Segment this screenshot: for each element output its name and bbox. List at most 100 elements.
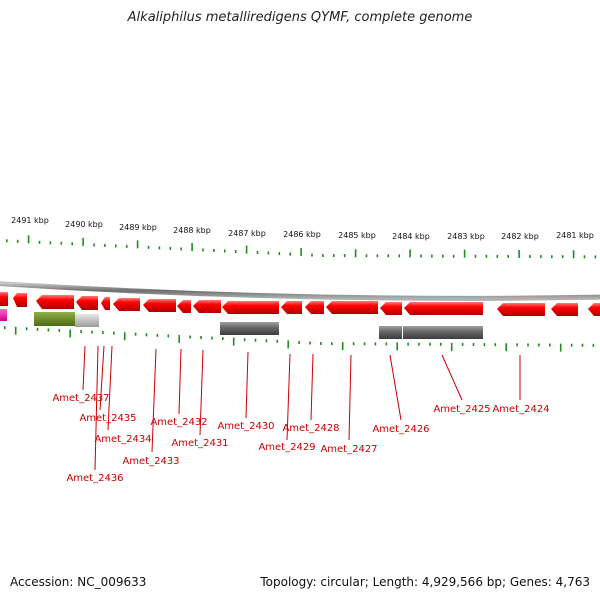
- scale-tick: [409, 249, 411, 258]
- scale-tick: [472, 343, 475, 346]
- scale-tick: [91, 330, 93, 334]
- scale-tick: [505, 343, 507, 352]
- gene-arrow[interactable]: [551, 303, 578, 316]
- gene-label[interactable]: Amet_2431: [171, 438, 228, 449]
- grey-feature[interactable]: [379, 326, 402, 339]
- gene-arrow[interactable]: [588, 303, 600, 316]
- gene-arrow[interactable]: [101, 297, 110, 310]
- gene-label[interactable]: Amet_2434: [94, 434, 151, 445]
- grey-feature[interactable]: [220, 322, 279, 335]
- gene-arrow[interactable]: [113, 298, 140, 311]
- scale-tick: [485, 254, 488, 258]
- scale-tick: [80, 330, 82, 333]
- scale-tick: [320, 342, 322, 345]
- gene-label[interactable]: Amet_2425: [433, 404, 490, 415]
- scale-tick: [156, 333, 159, 337]
- gene-arrow[interactable]: [143, 299, 176, 312]
- gene-label[interactable]: Amet_2433: [122, 456, 179, 467]
- scale-tick: [178, 334, 180, 343]
- scale-tick: [365, 254, 368, 258]
- olive-feature[interactable]: [34, 312, 75, 326]
- scale-tick: [559, 343, 562, 352]
- scale-tick: [429, 342, 431, 346]
- scale-tick: [354, 249, 357, 258]
- scale-tick: [442, 254, 444, 258]
- gene-arrow[interactable]: [13, 293, 27, 307]
- pink-feature[interactable]: [0, 309, 7, 321]
- scale-tick: [200, 336, 202, 339]
- callout-line: [245, 351, 249, 419]
- scale-tick: [145, 333, 148, 337]
- scale-tick: [147, 245, 150, 249]
- gene-label[interactable]: Amet_2432: [150, 417, 207, 428]
- gene-arrow[interactable]: [305, 301, 324, 314]
- scale-tick: [167, 334, 170, 338]
- scale-tick: [572, 250, 575, 259]
- scale-tick: [387, 254, 390, 258]
- gene-arrow[interactable]: [76, 296, 98, 310]
- grey-feature[interactable]: [403, 326, 483, 339]
- scale-tick: [374, 342, 377, 346]
- gene-arrow[interactable]: [326, 301, 378, 314]
- scale-tick: [16, 239, 19, 243]
- scale-tick: [125, 244, 128, 248]
- scale-tick: [254, 338, 257, 342]
- gene-label[interactable]: Amet_2428: [282, 423, 339, 434]
- scale-tick: [60, 241, 63, 245]
- gene-label[interactable]: Amet_2437: [52, 393, 109, 404]
- callout-line: [310, 353, 314, 421]
- scale-tick: [211, 336, 213, 340]
- scale-tick: [561, 255, 564, 259]
- scale-tick: [267, 251, 270, 255]
- gene-arrow[interactable]: [404, 302, 483, 315]
- scale-tick: [224, 249, 226, 253]
- callout-line: [389, 354, 402, 421]
- gene-arrow[interactable]: [497, 303, 545, 316]
- gene-label[interactable]: Amet_2424: [492, 404, 549, 415]
- gene-label[interactable]: Amet_2426: [372, 424, 429, 435]
- scale-tick: [418, 342, 420, 346]
- scale-tick: [300, 248, 302, 257]
- scale-tick: [4, 326, 6, 330]
- gene-arrow[interactable]: [0, 292, 8, 306]
- gene-label[interactable]: Amet_2436: [66, 473, 123, 484]
- scale-tick: [213, 249, 215, 252]
- gene-arrow[interactable]: [36, 295, 74, 309]
- gene-label[interactable]: Amet_2435: [79, 413, 136, 424]
- light-grey-feature[interactable]: [75, 314, 99, 327]
- scale-tick: [311, 253, 313, 257]
- gene-label[interactable]: Amet_2429: [258, 442, 315, 453]
- topology-text: Topology: circular; Length: 4,929,566 bp…: [260, 575, 590, 589]
- scale-tick: [298, 340, 300, 344]
- scale-tick: [6, 239, 8, 243]
- scale-tick: [38, 240, 41, 244]
- gene-arrow[interactable]: [380, 302, 402, 315]
- accession-text: Accession: NC_009633: [10, 575, 147, 589]
- callout-line: [178, 348, 182, 415]
- scale-tick: [278, 252, 281, 256]
- scale-tick: [245, 245, 248, 254]
- callout-line: [82, 345, 86, 391]
- scale-label: 2484 kbp: [392, 232, 430, 241]
- scale-tick: [25, 327, 28, 331]
- gene-label[interactable]: Amet_2427: [320, 444, 377, 455]
- scale-tick: [431, 254, 433, 258]
- scale-label: 2487 kbp: [228, 229, 266, 238]
- gene-arrow[interactable]: [281, 301, 302, 314]
- scale-tick: [551, 255, 553, 259]
- scale-tick: [82, 237, 84, 246]
- scale-tick: [71, 242, 73, 246]
- scale-tick: [452, 254, 455, 258]
- gene-label[interactable]: Amet_2430: [217, 421, 274, 432]
- scale-tick: [222, 337, 224, 341]
- scale-label: 2489 kbp: [119, 223, 157, 232]
- gene-arrow[interactable]: [177, 300, 191, 313]
- scale-label: 2488 kbp: [173, 226, 211, 235]
- scale-tick: [322, 254, 324, 257]
- gene-arrow[interactable]: [222, 301, 279, 314]
- scale-tick: [407, 342, 409, 346]
- scale-tick: [134, 332, 137, 336]
- gene-arrow[interactable]: [193, 300, 221, 313]
- scale-tick: [385, 342, 388, 346]
- scale-tick: [398, 254, 400, 258]
